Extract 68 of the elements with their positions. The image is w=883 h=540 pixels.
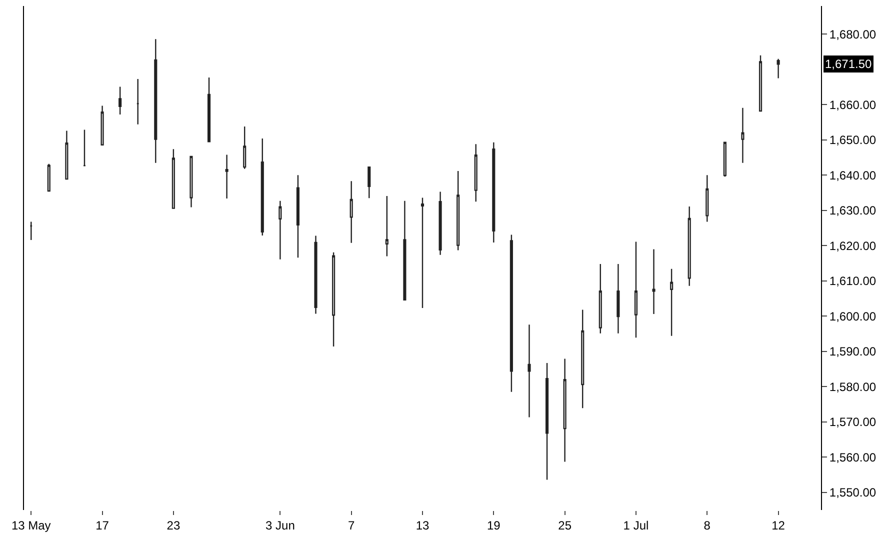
y-tick-label: 1,680.00 — [829, 27, 876, 42]
candlestick — [706, 174, 709, 222]
y-tick-label: 1,620.00 — [829, 238, 876, 253]
x-tick-label: 8 — [704, 518, 711, 532]
candlestick — [82, 129, 86, 166]
candlestick — [260, 138, 264, 236]
candlestick — [296, 174, 300, 258]
candlestick — [563, 358, 566, 462]
candlestick — [100, 105, 104, 146]
y-tick-label: 1,590.00 — [829, 344, 876, 359]
candlestick — [154, 38, 158, 164]
y-tick-label: 1,630.00 — [829, 204, 876, 218]
candlestick — [385, 195, 388, 257]
candlestick — [136, 78, 140, 126]
y-tick-label: 1,570.00 — [829, 415, 876, 430]
x-tick-label: 17 — [96, 518, 110, 532]
y-tick-label: 1,640.00 — [829, 168, 876, 182]
candlestick — [652, 248, 656, 315]
candlestick — [314, 235, 318, 314]
candlestick — [688, 206, 691, 286]
candlestick — [776, 58, 780, 79]
candlestick — [438, 191, 442, 256]
candlestick — [634, 241, 638, 338]
x-tick-label: 7 — [348, 518, 355, 532]
candlestick — [670, 268, 674, 336]
candlestick — [243, 126, 246, 170]
candlestick — [368, 166, 371, 199]
candlestick — [30, 221, 33, 241]
candlestick — [528, 324, 531, 418]
candlestick — [118, 86, 122, 116]
candlestick — [350, 180, 353, 244]
candlestick — [758, 54, 762, 112]
x-tick-label: 3 Jun — [266, 518, 295, 532]
text: 1,671.50 — [825, 57, 872, 71]
candlestick — [47, 163, 50, 192]
x-tick-label: 13 — [416, 518, 430, 532]
candlestick — [546, 362, 549, 480]
x-tick-label: 1 Jul — [623, 518, 649, 532]
candlestick — [741, 107, 744, 164]
candlestick — [420, 197, 424, 309]
x-tick-label: 19 — [486, 518, 501, 532]
y-tick-label: 1,660.00 — [829, 98, 876, 112]
candlestick — [598, 263, 602, 334]
candlestick — [723, 141, 726, 178]
candlestick — [172, 148, 175, 209]
y-tick-label: 1,550.00 — [829, 486, 876, 500]
candlestick — [403, 200, 406, 301]
y-tick-label: 1,560.00 — [829, 450, 876, 464]
candlestick — [225, 154, 228, 200]
candlestick — [492, 142, 496, 244]
y-tick-label: 1,600.00 — [829, 309, 876, 324]
y-tick-label: 1,580.00 — [829, 380, 876, 394]
y-tick-label: 1,610.00 — [829, 274, 876, 288]
candlestick — [278, 200, 282, 260]
x-tick-label: 23 — [166, 518, 180, 532]
candlestick — [65, 130, 68, 180]
candlestick — [474, 144, 478, 202]
candlestick — [207, 76, 211, 142]
x-tick-label: 12 — [772, 518, 786, 532]
candlestick — [510, 234, 513, 393]
candlestick — [456, 170, 460, 251]
candlestick — [581, 309, 584, 409]
y-tick-label: 1,650.00 — [829, 133, 876, 148]
candlestick — [616, 263, 620, 334]
candlestick — [332, 252, 336, 348]
candlestick — [190, 156, 193, 208]
x-tick-label: 13 May — [11, 518, 51, 532]
x-tick-label: 25 — [558, 518, 572, 532]
